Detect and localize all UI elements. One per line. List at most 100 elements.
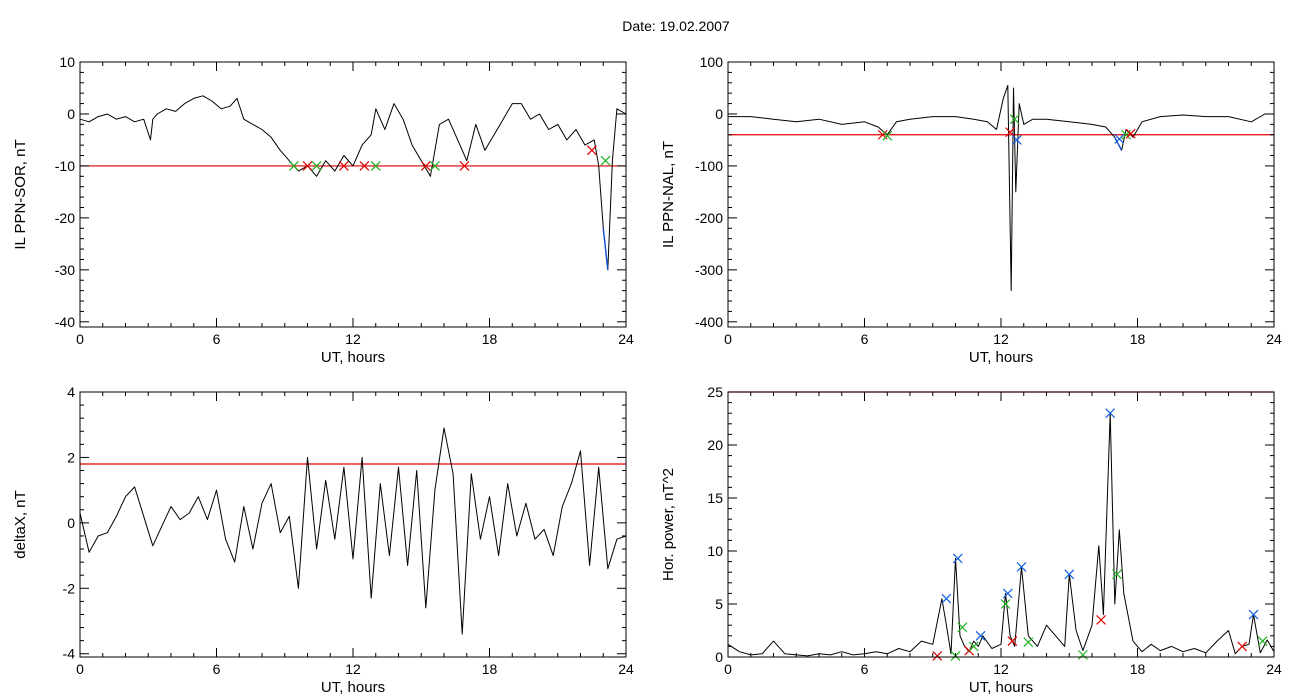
y-tick-label: 5 (715, 596, 723, 612)
plot-frame (79, 61, 627, 328)
series-line-power (727, 412, 1275, 657)
x-tick-label: 18 (1130, 661, 1146, 677)
event-marker-start (459, 160, 470, 171)
x-tick-label: 0 (724, 661, 732, 677)
y-tick-label: 2 (67, 449, 75, 465)
plot-nal: 0 6 12 18 24 100 0 -100 -200 -300 -400 UT, hours IL … (660, 54, 1282, 366)
event-marker-peak (952, 553, 963, 564)
event-marker-end (1023, 637, 1034, 648)
series-line-nal (728, 84, 1274, 292)
event-marker-start (1007, 636, 1018, 647)
x-tick-label: 24 (1266, 661, 1282, 677)
y-axis-label: IL PPN-NAL, nT (660, 141, 677, 248)
y-tick-label: 0 (67, 106, 75, 122)
y-tick-label: 10 (59, 54, 75, 70)
plot-frame (79, 391, 627, 658)
event-marker-peak (1248, 609, 1259, 620)
event-marker-start (420, 160, 431, 171)
plot-sor: 0 6 12 18 24 10 0 -10 -20 -30 -40 UT, hours IL PPN-S… (12, 54, 634, 366)
plot-deltax: 0 6 12 18 24 4 2 0 -2 -4 UT, hours deltaX, nT (12, 384, 634, 696)
x-tick-label: 0 (724, 331, 732, 347)
x-tick-label: 18 (482, 331, 498, 347)
plot-frame (727, 391, 1275, 658)
event-marker-end (1112, 569, 1122, 580)
event-marker-end (1257, 636, 1268, 647)
x-tick-label: 12 (993, 331, 1009, 347)
event-marker-end (288, 160, 299, 171)
y-tick-label: 0 (715, 106, 723, 122)
event-marker-end (600, 155, 611, 166)
x-tick-label: 0 (76, 331, 84, 347)
event-marker-start (359, 160, 370, 171)
y-tick-label: 15 (707, 490, 723, 506)
event-marker-end (1009, 114, 1020, 125)
event-marker-end (1000, 599, 1011, 609)
x-tick-label: 0 (76, 661, 84, 677)
event-marker-peak (1002, 588, 1013, 599)
event-marker-end (429, 160, 440, 171)
y-axis-label: IL PPN-SOR, nT (12, 139, 29, 249)
event-marker-start (338, 160, 349, 171)
y-tick-label: 25 (707, 384, 723, 400)
y-tick-label: -2 (63, 580, 76, 596)
event-marker-peak (1012, 135, 1022, 145)
x-tick-label: 6 (861, 331, 869, 347)
y-axis-label: deltaX, nT (12, 490, 29, 558)
y-tick-label: 10 (707, 543, 723, 559)
event-marker-end (311, 160, 322, 171)
x-tick-label: 24 (1266, 331, 1282, 347)
y-axis-label: Hor. power, nT^2 (660, 468, 677, 581)
y-tick-label: -10 (55, 158, 75, 174)
event-marker-peak (1114, 133, 1125, 144)
x-tick-label: 18 (1130, 331, 1146, 347)
y-tick-label: 0 (715, 649, 723, 665)
event-marker-end (1077, 649, 1088, 660)
event-marker-start (1237, 641, 1248, 652)
event-marker-peak (941, 593, 952, 604)
y-tick-label: 4 (67, 384, 75, 400)
y-tick-label: 100 (700, 54, 724, 70)
y-tick-label: -30 (55, 262, 75, 278)
x-tick-label: 12 (345, 331, 361, 347)
y-tick-label: -100 (695, 158, 723, 174)
y-tick-label: -4 (63, 646, 76, 662)
event-marker-start (932, 651, 943, 661)
y-tick-label: 20 (707, 437, 723, 453)
x-axis-label: UT, hours (969, 679, 1033, 696)
y-tick-label: -40 (55, 314, 75, 330)
series-line-deltax (79, 427, 627, 635)
event-marker-end (957, 622, 968, 633)
event-marker-peak (1105, 408, 1116, 419)
event-marker-start (1096, 614, 1107, 625)
event-marker-peak (975, 630, 986, 641)
page-title: Date: 19.02.2007 (622, 18, 730, 34)
x-tick-label: 6 (861, 661, 869, 677)
x-axis-label: UT, hours (321, 679, 385, 696)
y-tick-label: -300 (695, 262, 723, 278)
x-axis-label: UT, hours (969, 349, 1033, 366)
event-marker-end (370, 160, 381, 171)
plot-power: 0 6 12 18 24 25 20 15 10 5 0 UT, hours Hor. power, n… (660, 384, 1282, 696)
event-marker-start (586, 145, 597, 156)
event-marker-start (1125, 128, 1136, 139)
x-tick-label: 12 (993, 661, 1009, 677)
x-tick-label: 24 (618, 331, 634, 347)
event-marker-end (968, 641, 979, 652)
series-line-sor (79, 95, 627, 271)
y-tick-label: -20 (55, 210, 75, 226)
event-marker-peak (1064, 569, 1075, 580)
y-tick-label: 0 (67, 515, 75, 531)
selected-segment (1114, 137, 1123, 151)
x-axis-label: UT, hours (321, 349, 385, 366)
x-tick-label: 24 (618, 661, 634, 677)
y-tick-label: -400 (695, 314, 723, 330)
y-tick-label: -200 (695, 210, 723, 226)
x-tick-label: 12 (345, 661, 361, 677)
event-marker-end (882, 130, 893, 141)
event-marker-peak (1016, 561, 1027, 572)
event-marker-start (302, 160, 313, 171)
plot-frame (727, 61, 1275, 328)
x-tick-label: 6 (213, 331, 221, 347)
x-tick-label: 18 (482, 661, 498, 677)
